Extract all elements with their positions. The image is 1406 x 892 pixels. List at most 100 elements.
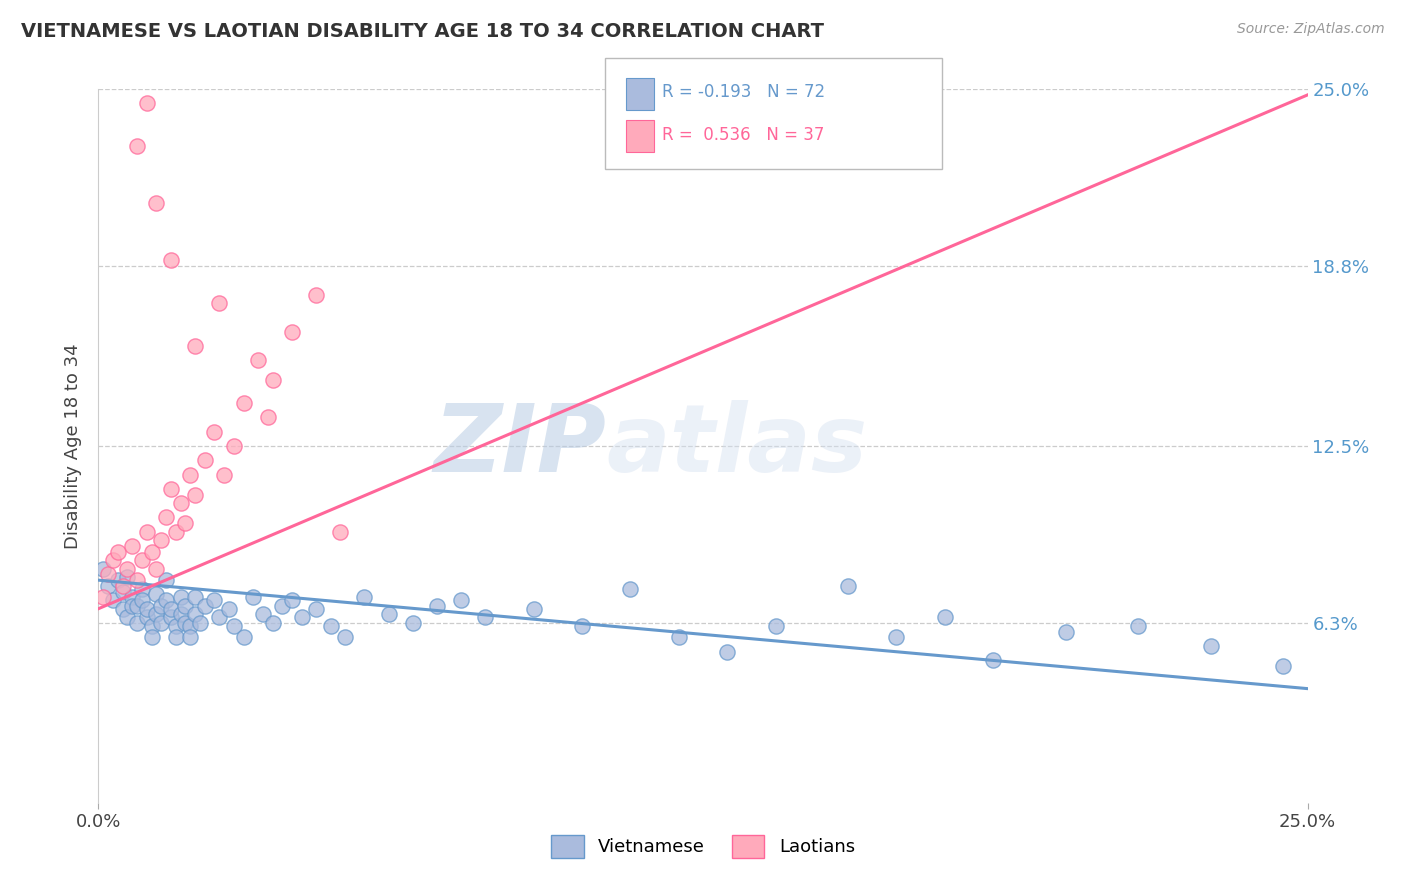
Text: ZIP: ZIP [433, 400, 606, 492]
Point [145, 587, 167, 601]
Point [353, 591, 375, 605]
Point [160, 482, 183, 496]
Point [135, 610, 157, 624]
Point [111, 584, 134, 599]
Point [121, 539, 143, 553]
Point [107, 544, 129, 558]
Point [169, 591, 191, 605]
Point [111, 601, 134, 615]
Point [127, 573, 149, 587]
Text: R =  0.536   N = 37: R = 0.536 N = 37 [662, 126, 824, 144]
Point [981, 653, 1004, 667]
Point [117, 610, 139, 624]
Point [135, 524, 157, 539]
Point [135, 96, 157, 111]
Point [188, 615, 211, 630]
Point [305, 287, 328, 301]
Point [765, 619, 787, 633]
Point [204, 593, 226, 607]
Point [91, 562, 114, 576]
Point [160, 601, 183, 615]
Point [290, 610, 312, 624]
Point [97, 567, 120, 582]
Point [184, 487, 207, 501]
Point [127, 599, 149, 613]
Point [121, 599, 143, 613]
Point [252, 607, 274, 622]
Point [179, 467, 201, 482]
Point [194, 453, 217, 467]
Point [111, 579, 134, 593]
Point [222, 439, 245, 453]
Point [165, 619, 187, 633]
Point [523, 601, 546, 615]
Point [256, 410, 278, 425]
Point [934, 610, 956, 624]
Point [127, 615, 149, 630]
Point [212, 467, 235, 482]
Point [619, 582, 641, 596]
Point [150, 599, 173, 613]
Point [886, 630, 908, 644]
Point [141, 630, 163, 644]
Point [194, 599, 217, 613]
Point [145, 196, 167, 211]
Point [837, 579, 859, 593]
Point [402, 615, 425, 630]
Point [97, 579, 120, 593]
Point [1199, 639, 1222, 653]
Point [716, 644, 738, 658]
Point [242, 591, 264, 605]
Point [165, 524, 187, 539]
Point [208, 610, 231, 624]
Point [247, 353, 270, 368]
Point [1272, 658, 1295, 673]
Point [571, 619, 593, 633]
Point [160, 610, 183, 624]
Point [141, 544, 163, 558]
Point [450, 593, 472, 607]
Point [184, 591, 207, 605]
Point [329, 524, 352, 539]
Point [179, 619, 201, 633]
Point [174, 615, 197, 630]
Point [232, 630, 254, 644]
Point [174, 599, 197, 613]
Point [668, 630, 690, 644]
Point [208, 296, 231, 310]
Point [232, 396, 254, 410]
Point [145, 562, 167, 576]
Point [131, 593, 153, 607]
Point [281, 593, 304, 607]
Point [184, 339, 207, 353]
Point [155, 510, 177, 524]
Point [121, 591, 143, 605]
Point [131, 582, 153, 596]
Point [131, 553, 153, 567]
Point [107, 573, 129, 587]
Point [117, 562, 139, 576]
Point [222, 619, 245, 633]
Point [165, 630, 187, 644]
Point [426, 599, 449, 613]
Point [319, 619, 342, 633]
Point [333, 630, 356, 644]
Point [262, 615, 284, 630]
Point [145, 607, 167, 622]
Point [160, 253, 183, 268]
Point [150, 615, 173, 630]
Point [271, 599, 294, 613]
Point [204, 425, 226, 439]
Point [281, 325, 304, 339]
Point [179, 630, 201, 644]
Point [135, 601, 157, 615]
Point [169, 496, 191, 510]
Text: atlas: atlas [606, 400, 868, 492]
Point [169, 607, 191, 622]
Point [174, 516, 197, 530]
Text: R = -0.193   N = 72: R = -0.193 N = 72 [662, 83, 825, 101]
Point [184, 607, 207, 622]
Point [218, 601, 240, 615]
Y-axis label: Disability Age 18 to 34: Disability Age 18 to 34 [63, 343, 82, 549]
Legend: Vietnamese, Laotians: Vietnamese, Laotians [544, 828, 862, 865]
